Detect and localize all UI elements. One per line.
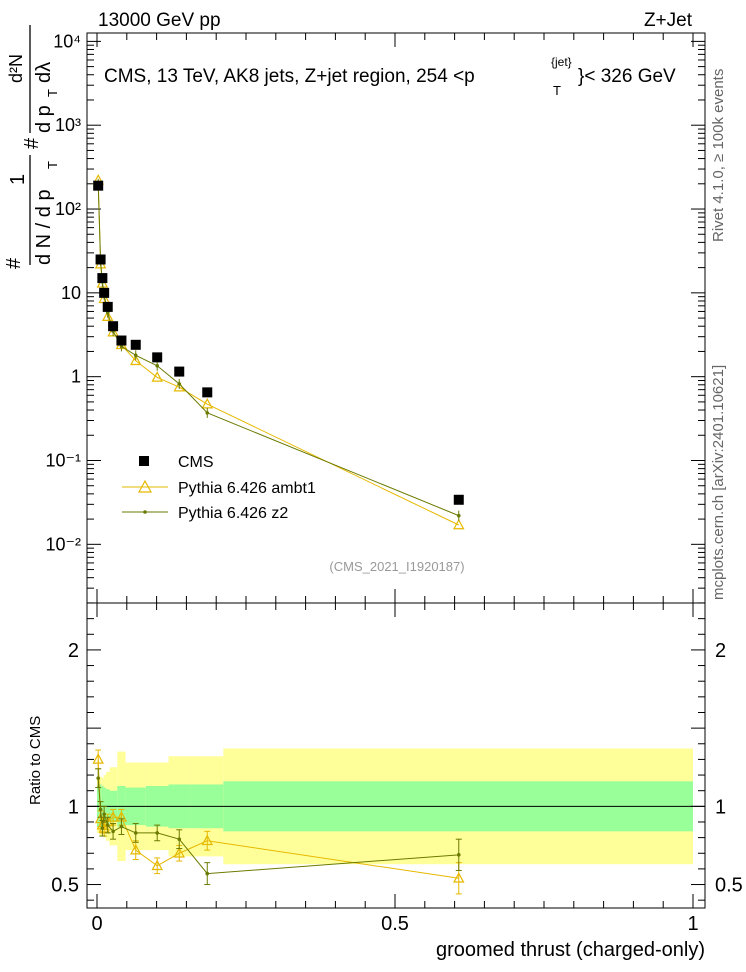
ratio-y-tick-label: 2 — [68, 640, 79, 662]
ratio-plot-frame — [86, 602, 706, 909]
x-axis-ticks: 0 0.5 1 — [91, 33, 699, 935]
ratio-ambt1-point — [173, 846, 186, 858]
ambt1-point — [453, 518, 465, 530]
ratio-z2-point — [177, 837, 182, 841]
analysis-id: (CMS_2021_I1920187) — [329, 559, 464, 574]
ratio-z2-point — [155, 831, 159, 835]
legend-ambt1-marker — [137, 479, 153, 493]
legend: CMS Pythia 6.426 ambt1 Pythia 6.426 z2 — [122, 454, 316, 522]
rivet-label: Rivet 4.1.0, ≥ 100k events — [710, 69, 727, 242]
ratio-y-tick-label-right: 2 — [715, 640, 726, 662]
main-y-tick-label: 10⁻¹ — [45, 451, 81, 471]
z2-point — [155, 363, 159, 368]
main-y-tick-label: 10³ — [55, 115, 81, 135]
ratio-y-tick-label: 1 — [68, 796, 79, 818]
cms-point — [202, 387, 213, 398]
title-sup: {jet} — [551, 55, 572, 69]
z2-point — [177, 382, 182, 386]
main-y-tick-label: 1 — [71, 367, 81, 387]
ylabel-d2n-bottom: d p — [33, 105, 55, 133]
x-tick-label: 0.5 — [381, 913, 409, 935]
legend-cms-label: CMS — [178, 454, 214, 471]
ratio-ambt1-point — [107, 811, 119, 822]
z2-point — [456, 513, 461, 518]
ylabel-d2n-bottom-sub: T — [45, 89, 60, 97]
main-y-tick-label: 10⁻² — [45, 534, 81, 554]
z2-line — [97, 183, 459, 517]
ylabel-d2n: d²N — [6, 54, 26, 83]
ylabel-hash-1: # — [21, 137, 43, 149]
x-axis-label: groomed thrust (charged-only) — [436, 939, 705, 961]
x-tick-label: 1 — [687, 913, 698, 935]
cms-point — [99, 287, 110, 298]
ratio-axis-ticks: 0.5 0.5 1 1 2 2 — [51, 602, 743, 901]
ratio-z2-point — [100, 826, 105, 831]
ratio-ambt1-point — [453, 872, 465, 883]
main-y-label: 1 d N / d p T # # d²N d p T dλ — [3, 25, 60, 269]
ratio-ambt1-point — [92, 753, 104, 764]
ratio-z2-point — [119, 824, 124, 829]
main-series — [92, 174, 465, 530]
ratio-y-tick-label-right: 1 — [715, 796, 726, 818]
legend-z2-marker — [143, 510, 147, 514]
legend-ambt1-label: Pythia 6.426 ambt1 — [178, 480, 316, 497]
header-energy: 13000 GeV pp — [98, 10, 221, 31]
plot-title: CMS, 13 TeV, AK8 jets, Z+jet region, 254… — [104, 66, 475, 87]
ylabel-frac-top: 1 — [7, 174, 29, 185]
cms-point — [95, 254, 106, 265]
main-y-tick-label: 10² — [55, 199, 81, 219]
main-y-tick-label: 10 — [61, 283, 81, 303]
ratio-z2-point — [98, 807, 103, 812]
ratio-ambt1-point — [201, 834, 214, 846]
ratio-ambt1-point — [151, 859, 163, 871]
cms-point — [108, 321, 119, 332]
cms-point — [102, 301, 113, 312]
ratio-z2-point — [456, 853, 461, 857]
x-tick-label: 0 — [91, 913, 102, 935]
ylabel-frac-bottom-sub: T — [45, 161, 60, 169]
ratio-z2-point — [96, 776, 100, 780]
title-sub: T — [553, 83, 561, 98]
z2-point — [133, 353, 138, 358]
legend-z2-label: Pythia 6.426 z2 — [178, 505, 288, 522]
z2-point — [205, 411, 210, 415]
cms-point — [453, 494, 464, 505]
legend-cms-marker — [139, 456, 149, 466]
cms-point — [116, 335, 127, 346]
ratio-z2-point — [205, 871, 210, 876]
ratio-z2-point — [133, 831, 138, 835]
ambt1-point — [129, 354, 142, 366]
main-axis-ticks: 10⁻² 10⁻¹ 1 10 10² 10³ 10⁴ — [45, 31, 705, 604]
ambt1-point — [201, 397, 214, 409]
ylabel-hash-2: # — [3, 257, 25, 269]
ratio-y-tick-label-right: 0.5 — [715, 875, 743, 897]
ratio-y-tick-label: 0.5 — [51, 875, 79, 897]
title-tail: }< 326 GeV — [578, 66, 676, 87]
ylabel-dl: dλ — [33, 62, 55, 83]
ratio-series — [92, 749, 465, 895]
cms-point — [93, 180, 104, 191]
cms-point — [174, 366, 185, 377]
cms-point — [152, 352, 163, 363]
header-process: Z+Jet — [644, 10, 693, 31]
ratio-z2-point — [102, 812, 106, 816]
title-main: CMS, 13 TeV, AK8 jets, Z+jet region, 254… — [104, 66, 475, 87]
ambt1-point — [101, 310, 114, 322]
cms-point — [130, 339, 141, 350]
cms-point — [97, 273, 108, 284]
mcplots-label: mcplots.cern.ch [arXiv:2401.10621] — [710, 365, 727, 600]
ratio-z2-point — [111, 829, 115, 834]
ratio-z2-point — [105, 823, 110, 827]
ylabel-frac-bottom: d N / d p — [33, 189, 55, 265]
ambt1-point — [151, 371, 163, 382]
ratio-ambt1-point — [129, 843, 142, 855]
ratio-y-label: Ratio to CMS — [27, 716, 44, 805]
main-y-tick-label: 10⁴ — [53, 31, 81, 51]
